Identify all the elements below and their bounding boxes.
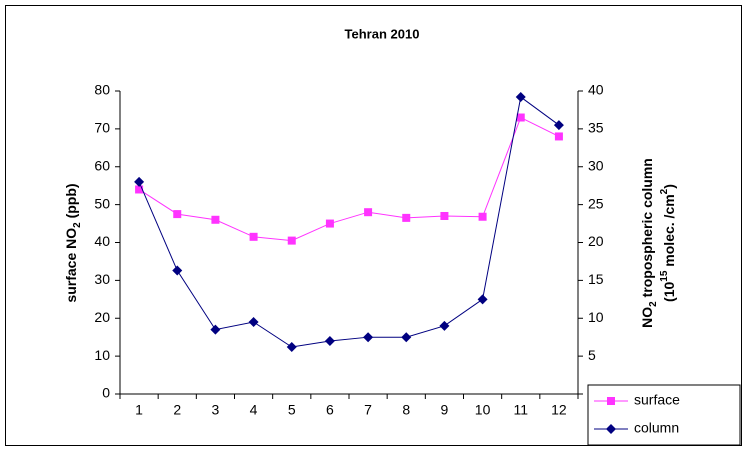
marker	[363, 332, 374, 343]
x-tick-label: 5	[288, 402, 296, 418]
marker	[135, 185, 144, 194]
y2-axis-label-part: 2	[659, 188, 670, 194]
y-axis-label-part: (ppb)	[63, 183, 79, 222]
y2-tick-label: 35	[588, 120, 604, 136]
y2-tick-label: 25	[588, 195, 604, 211]
y2-axis-label-part: molec. /cm	[661, 194, 677, 270]
chart-title: Tehran 2010	[345, 26, 420, 41]
x-tick-label: 2	[173, 402, 181, 418]
y2-tick-label: 15	[588, 271, 604, 287]
marker	[324, 335, 335, 346]
marker	[477, 294, 488, 305]
y2-axis-label-part: 2	[648, 301, 659, 307]
y-tick-label: 70	[94, 120, 110, 136]
x-tick-label: 11	[513, 402, 528, 418]
x-tick-label: 7	[364, 402, 372, 418]
marker	[364, 208, 373, 217]
y2-tick-label: 20	[588, 233, 604, 249]
legend-box	[587, 384, 741, 446]
marker	[249, 232, 258, 241]
y-tick-label: 20	[94, 309, 110, 325]
y-tick-label: 50	[94, 195, 110, 211]
series-line	[138, 96, 560, 348]
chart-border	[5, 5, 742, 446]
y2-axis-label-part: 15	[659, 270, 670, 282]
y2-axis-label-part: tropospheric column	[639, 158, 655, 301]
legend-label: column	[634, 420, 679, 436]
marker	[440, 211, 449, 220]
marker	[248, 317, 259, 328]
y-axis-label: surface NO2 (ppb)	[63, 183, 83, 302]
y2-axis-label-part: )	[661, 184, 677, 189]
x-tick-label: 4	[250, 402, 258, 418]
marker	[439, 320, 450, 331]
marker	[401, 332, 412, 343]
marker	[325, 219, 334, 228]
y2-axis-label: NO2 tropospheric column	[639, 158, 659, 328]
x-tick-label: 3	[212, 402, 220, 418]
marker	[478, 212, 487, 221]
y-tick-label: 40	[94, 233, 110, 249]
series-line	[138, 116, 560, 242]
y-tick-label: 30	[94, 271, 110, 287]
y2-tick-label: 5	[588, 347, 596, 363]
x-tick-label: 10	[475, 402, 491, 418]
y2-tick-label: 40	[588, 82, 604, 98]
y2-axis-label: (1015 molec. /cm2)	[659, 184, 677, 302]
y-tick-label: 60	[94, 157, 110, 173]
x-tick-label: 9	[441, 402, 449, 418]
marker	[516, 113, 525, 122]
y2-tick-label: 30	[588, 157, 604, 173]
y2-axis-label-part: (10	[661, 281, 677, 301]
marker	[515, 92, 526, 103]
y2-axis-label-part: NO	[639, 307, 655, 328]
y-axis-label-part: surface NO	[63, 228, 79, 303]
x-tick-label: 12	[551, 402, 567, 418]
legend-label: surface	[634, 392, 680, 408]
x-tick-label: 8	[402, 402, 410, 418]
marker	[286, 342, 297, 353]
marker	[210, 324, 221, 335]
y-tick-label: 80	[94, 82, 110, 98]
marker	[173, 210, 182, 219]
y-tick-label: 10	[94, 347, 110, 363]
marker	[402, 213, 411, 222]
marker	[554, 132, 563, 141]
marker	[172, 265, 183, 276]
marker	[607, 397, 615, 405]
marker	[211, 215, 220, 224]
marker	[606, 424, 616, 434]
marker	[134, 176, 145, 187]
x-tick-label: 6	[326, 402, 334, 418]
y-tick-label: 0	[102, 385, 110, 401]
y2-tick-label: 10	[588, 309, 604, 325]
y-axis-label-part: 2	[72, 222, 83, 228]
x-tick-label: 1	[135, 402, 143, 418]
marker	[553, 120, 564, 131]
marker	[287, 236, 296, 245]
